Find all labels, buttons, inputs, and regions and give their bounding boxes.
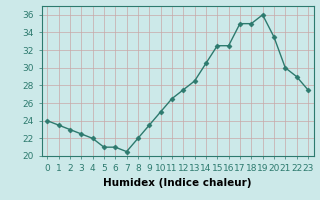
X-axis label: Humidex (Indice chaleur): Humidex (Indice chaleur) (103, 178, 252, 188)
